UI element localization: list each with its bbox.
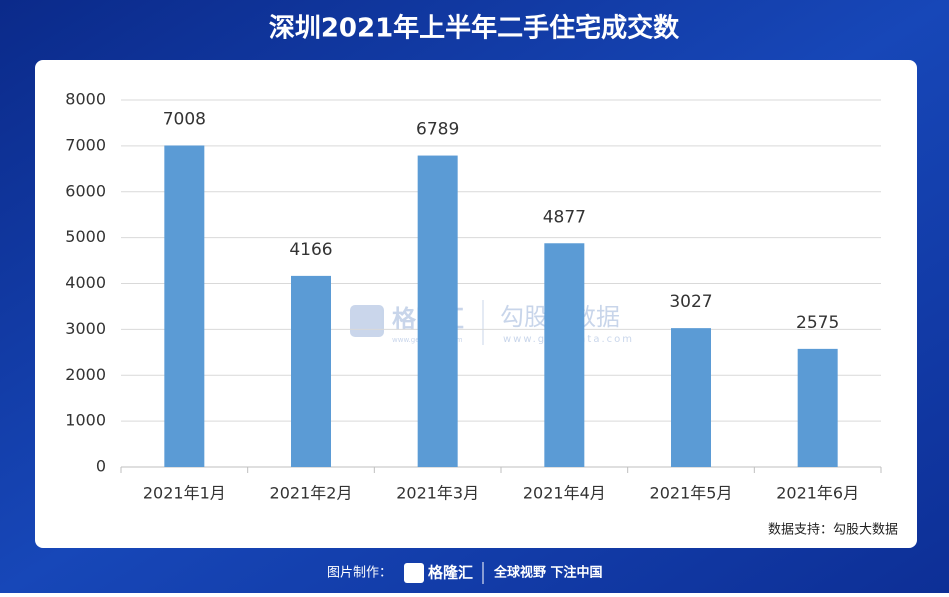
y-tick-label: 5000 xyxy=(65,227,106,246)
bar xyxy=(797,348,838,467)
watermark-logo xyxy=(350,305,384,337)
x-tick-label: 2021年5月 xyxy=(650,484,733,503)
x-tick-label: 2021年2月 xyxy=(270,484,353,503)
x-tick-label: 2021年4月 xyxy=(523,484,606,503)
footer-logo xyxy=(404,563,424,583)
y-tick-label: 0 xyxy=(96,457,106,476)
y-tick-label: 7000 xyxy=(65,135,106,154)
x-tick-label: 2021年6月 xyxy=(776,484,859,503)
data-label: 6789 xyxy=(416,120,459,140)
footer-label: 图片制作： xyxy=(327,566,392,581)
y-tick-label: 2000 xyxy=(65,365,106,384)
bar xyxy=(417,155,458,467)
source: 数据支持：勾股大数据 xyxy=(768,523,898,538)
bar xyxy=(291,275,331,467)
data-label: 4877 xyxy=(543,207,586,227)
bar xyxy=(544,243,585,467)
data-label: 2575 xyxy=(796,313,839,333)
y-tick-label: 3000 xyxy=(65,319,106,338)
y-tick-label: 1000 xyxy=(65,411,106,430)
data-label: 3027 xyxy=(669,292,712,312)
y-tick-label: 8000 xyxy=(65,90,106,109)
chart-title: 深圳2021年上半年二手住宅成交数 xyxy=(269,13,680,44)
data-label: 4166 xyxy=(289,240,332,260)
data-label: 7008 xyxy=(163,110,206,130)
bar xyxy=(671,328,711,467)
footer-slogan: 全球视野 下注中国 xyxy=(493,565,603,581)
y-tick-label: 4000 xyxy=(65,273,106,292)
y-tick-label: 6000 xyxy=(65,181,106,200)
x-tick-label: 2021年3月 xyxy=(396,484,479,503)
footer-brand: 格隆汇 xyxy=(428,564,473,582)
bar xyxy=(164,145,205,467)
x-tick-label: 2021年1月 xyxy=(143,484,226,503)
